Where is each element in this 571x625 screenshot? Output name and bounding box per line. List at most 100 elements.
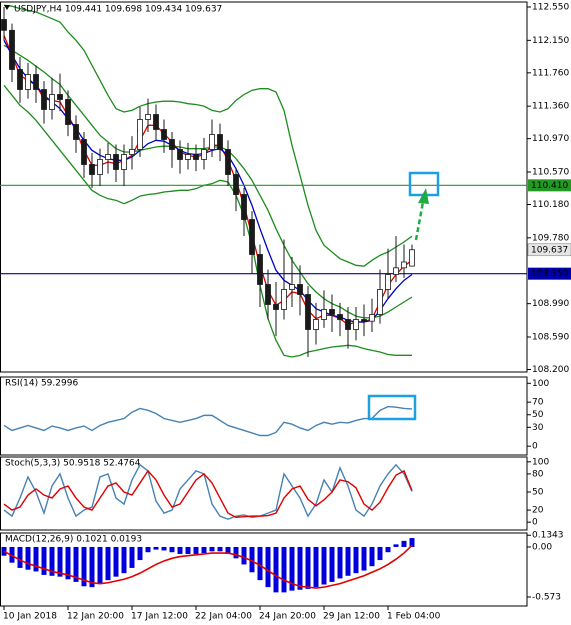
y-tick-label: 109.780 bbox=[532, 233, 569, 243]
histogram-bar bbox=[81, 546, 87, 587]
last-price-label: 109.637 bbox=[531, 245, 568, 255]
indicator-line bbox=[3, 463, 413, 520]
forecast-arrowhead bbox=[418, 188, 429, 204]
y-tick-label: 20 bbox=[532, 506, 544, 516]
histogram-bar bbox=[329, 546, 335, 582]
candle-body bbox=[217, 134, 223, 150]
histogram-bar bbox=[345, 546, 351, 576]
histogram-bar bbox=[41, 546, 47, 575]
candle-body bbox=[241, 194, 247, 220]
y-tick-label: 100 bbox=[532, 379, 549, 389]
y-tick-label: 50 bbox=[532, 487, 544, 497]
candle-body bbox=[273, 304, 279, 310]
histogram-bar bbox=[17, 546, 23, 568]
x-tick-label: 12 Jan 20:00 bbox=[67, 612, 124, 622]
y-tick-label: 0 bbox=[532, 518, 538, 528]
candle-body bbox=[393, 267, 399, 275]
histogram-bar bbox=[273, 546, 279, 593]
last-price-box bbox=[527, 243, 571, 257]
histogram-bar bbox=[217, 546, 223, 552]
x-tick-label: 22 Jan 04:00 bbox=[195, 612, 252, 622]
histogram-bar bbox=[257, 546, 263, 581]
histogram-bar bbox=[209, 546, 215, 552]
candle-body bbox=[73, 124, 79, 140]
candle-body bbox=[129, 149, 135, 155]
histogram-bar bbox=[361, 546, 367, 571]
histogram-bar bbox=[33, 546, 39, 572]
macd-title: MACD(12,26,9) 0.1021 0.0193 bbox=[5, 535, 142, 545]
indicator-line bbox=[3, 44, 413, 319]
candle-body bbox=[225, 149, 231, 175]
histogram-bar bbox=[321, 546, 327, 585]
y-tick-label: 108.590 bbox=[532, 333, 569, 343]
candle-body bbox=[105, 154, 111, 160]
level-label: 110.410 bbox=[531, 181, 568, 191]
signal-line bbox=[3, 544, 413, 589]
histogram-bar bbox=[233, 546, 239, 559]
histogram-bar bbox=[169, 546, 175, 553]
candle-body bbox=[361, 319, 367, 322]
x-tick-label: 29 Jan 12:00 bbox=[323, 612, 380, 622]
candle-body bbox=[385, 274, 391, 290]
indicator-line bbox=[3, 40, 413, 323]
level-label: 109.350 bbox=[531, 269, 568, 279]
annotations bbox=[367, 171, 440, 421]
candle-body bbox=[97, 159, 103, 175]
histogram-bar bbox=[49, 546, 55, 576]
candle-body bbox=[281, 289, 287, 310]
histogram-bar bbox=[73, 546, 79, 582]
candle-body bbox=[49, 94, 55, 110]
panel-frame bbox=[0, 1, 528, 373]
histogram-bar bbox=[185, 546, 191, 554]
candle-body bbox=[321, 309, 327, 320]
candle-body bbox=[297, 284, 303, 295]
candle-body bbox=[201, 149, 207, 160]
candle-body bbox=[313, 319, 319, 330]
y-tick-label: 110.180 bbox=[532, 200, 569, 210]
x-tick-label: 17 Jan 12:00 bbox=[131, 612, 188, 622]
candle-body bbox=[25, 74, 31, 90]
y-tick-label: 30 bbox=[532, 423, 544, 433]
histogram-bar bbox=[265, 546, 271, 588]
histogram-bar bbox=[193, 546, 199, 554]
histogram-bar bbox=[89, 546, 95, 588]
indicator-line bbox=[3, 469, 413, 519]
y-tick-label: 111.360 bbox=[532, 102, 569, 112]
indicator-line bbox=[3, 4, 413, 267]
candle-body bbox=[161, 129, 167, 140]
candle-body bbox=[17, 69, 23, 90]
y-tick-label: -0.573 bbox=[532, 593, 561, 603]
histogram-bar bbox=[153, 546, 159, 550]
candle-body bbox=[177, 149, 183, 160]
candle-body bbox=[289, 284, 295, 290]
histogram-bar bbox=[25, 546, 31, 570]
candle-body bbox=[257, 254, 263, 285]
candle-body bbox=[265, 284, 271, 305]
y-tick-label: 70 bbox=[532, 398, 544, 408]
candle-body bbox=[233, 174, 239, 195]
histogram-bar bbox=[1, 546, 7, 556]
candle-body bbox=[65, 99, 71, 125]
panel-frame bbox=[0, 456, 528, 531]
histogram-bar bbox=[145, 546, 151, 553]
histogram-bar bbox=[161, 546, 167, 551]
histogram-bar bbox=[353, 546, 359, 574]
candle-body bbox=[33, 74, 39, 90]
histogram-bar bbox=[305, 546, 311, 589]
histogram-bar bbox=[177, 546, 183, 554]
forecast-arrow bbox=[414, 201, 425, 241]
histogram-bar bbox=[393, 544, 399, 547]
histogram-bar bbox=[137, 546, 143, 561]
candle-body bbox=[9, 29, 15, 70]
x-tick-label: 10 Jan 2018 bbox=[3, 612, 57, 622]
panel-frame bbox=[0, 376, 528, 456]
histogram-bar bbox=[297, 546, 303, 590]
y-tick-label: 110.970 bbox=[532, 134, 569, 144]
histogram-bar bbox=[337, 546, 343, 579]
chart-title: USDJPY,H4 109.441 109.698 109.434 109.63… bbox=[14, 5, 222, 15]
candle-body bbox=[345, 319, 351, 330]
candle-body bbox=[329, 309, 335, 315]
indicator-line bbox=[3, 84, 412, 358]
